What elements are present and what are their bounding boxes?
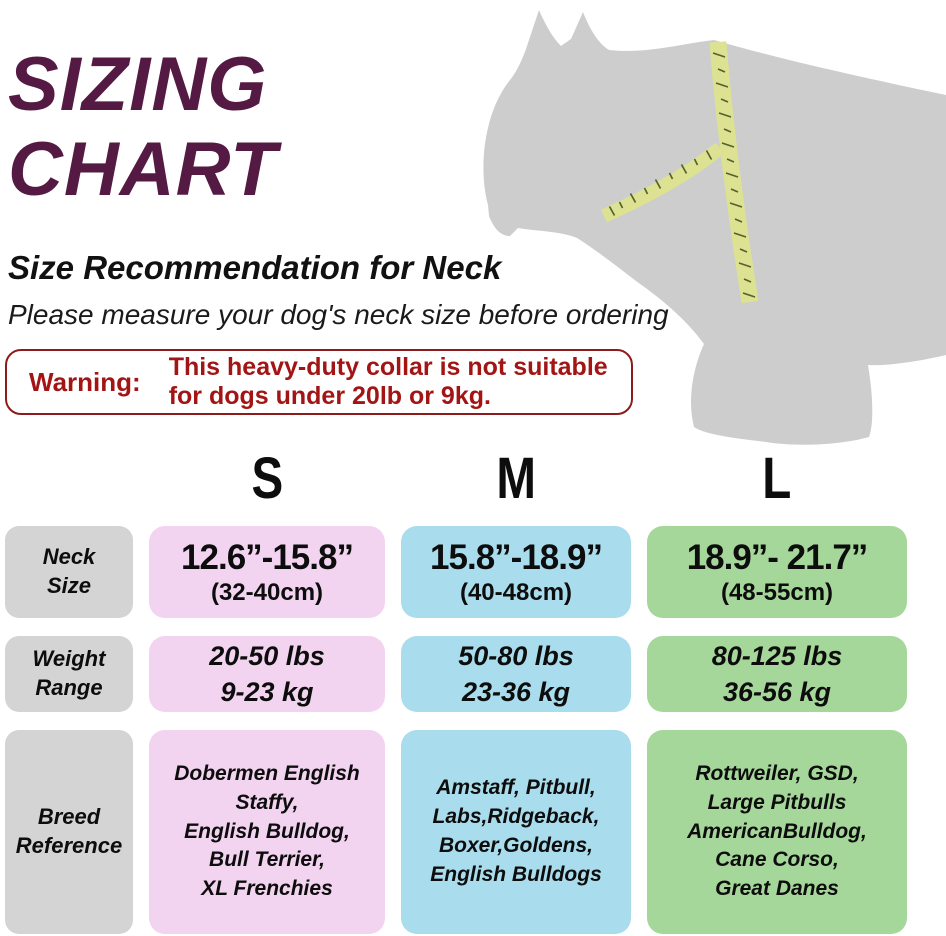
page-title-line2: CHART (8, 127, 278, 213)
page-title: SIZING CHART (8, 42, 278, 212)
row-label-line: Weight (32, 646, 106, 672)
dog-silhouette (483, 10, 946, 445)
neck-size-cell-m: 15.8”-18.9” (40-48cm) (401, 526, 631, 618)
warning-message-line2: for dogs under 20lb or 9kg. (168, 382, 491, 410)
weight-kg-l: 36-56 kg (722, 677, 832, 707)
row-label-line: Neck (42, 544, 96, 570)
neck-cm-s: (32-40cm) (210, 578, 324, 606)
breed-line: Amstaff, Pitbull, (436, 776, 596, 800)
row-label-neck-size: Neck Size (5, 526, 133, 618)
breed-line: Cane Corso, (715, 848, 839, 872)
breed-line: Boxer,Goldens, (438, 834, 594, 857)
neck-inches-l: 18.9”- 21.7” (686, 537, 869, 577)
breed-line: AmericanBulldog, (687, 819, 867, 843)
warning-message: This heavy-duty collar is not suitable f… (169, 353, 608, 411)
neck-inches-m: 15.8”-18.9” (430, 537, 603, 577)
breed-line: Labs,Ridgeback, (432, 805, 600, 829)
column-header-l: L (647, 446, 907, 511)
row-label-weight-range: Weight Range (5, 636, 133, 712)
row-label-line: Size (46, 573, 92, 598)
warning-box: Warning: This heavy-duty collar is not s… (5, 349, 633, 415)
breed-cell-s: Dobermen English Staffy, English Bulldog… (149, 730, 385, 934)
breed-line: English Bulldog, (184, 819, 350, 843)
page-subtitle: Size Recommendation for Neck (8, 249, 502, 286)
weight-kg-m: 23-36 kg (461, 677, 571, 707)
neck-inches-s: 12.6”-15.8” (181, 537, 354, 577)
breed-line: Rottweiler, GSD, (695, 761, 859, 785)
dog-illustration (466, 0, 946, 445)
breed-line: XL Frenchies (201, 877, 333, 901)
breed-line: Great Danes (715, 877, 839, 901)
breed-line: Dobermen English (174, 761, 360, 785)
table-corner-spacer (5, 448, 133, 508)
breed-line: Staffy, (235, 790, 299, 814)
neck-cm-l: (48-55cm) (720, 578, 834, 606)
column-header-s: S (149, 446, 385, 511)
weight-lbs-m: 50-80 lbs (458, 640, 574, 671)
dog-silhouette-with-measuring-tape-icon (483, 10, 946, 445)
tape-tick-marks (608, 52, 756, 298)
row-label-line: Reference (15, 833, 123, 858)
breed-cell-m: Amstaff, Pitbull, Labs,Ridgeback, Boxer,… (401, 730, 631, 934)
column-header-m: M (401, 446, 631, 511)
measure-note: Please measure your dog's neck size befo… (8, 299, 669, 330)
weight-cell-s: 20-50 lbs 9-23 kg (149, 636, 385, 712)
row-label-line: Breed (37, 804, 101, 830)
size-letter-m: M (496, 445, 536, 511)
breed-line: Bull Terrier, (209, 848, 325, 872)
neck-size-cell-s: 12.6”-15.8” (32-40cm) (149, 526, 385, 618)
warning-message-line1: This heavy-duty collar is not suitable (168, 353, 608, 382)
row-label-line: Range (35, 675, 103, 700)
neck-size-cell-l: 18.9”- 21.7” (48-55cm) (647, 526, 907, 618)
weight-cell-l: 80-125 lbs 36-56 kg (647, 636, 907, 712)
page-title-line1: SIZING (8, 42, 268, 127)
size-letter-l: L (762, 445, 792, 511)
row-label-breed-reference: Breed Reference (5, 730, 133, 934)
breed-line: Large Pitbulls (707, 790, 847, 814)
breed-line: English Bulldogs (430, 862, 602, 886)
weight-kg-s: 9-23 kg (220, 677, 314, 707)
neck-cm-m: (40-48cm) (459, 578, 573, 606)
sizing-table: S M L Neck Size 12.6”-15.8” (32-40cm) 15… (5, 446, 907, 934)
breed-cell-l: Rottweiler, GSD, Large Pitbulls American… (647, 730, 907, 934)
weight-lbs-s: 20-50 lbs (209, 640, 325, 671)
size-letter-s: S (251, 445, 283, 511)
weight-lbs-l: 80-125 lbs (711, 640, 843, 671)
weight-cell-m: 50-80 lbs 23-36 kg (401, 636, 631, 712)
warning-label: Warning: (29, 366, 141, 397)
